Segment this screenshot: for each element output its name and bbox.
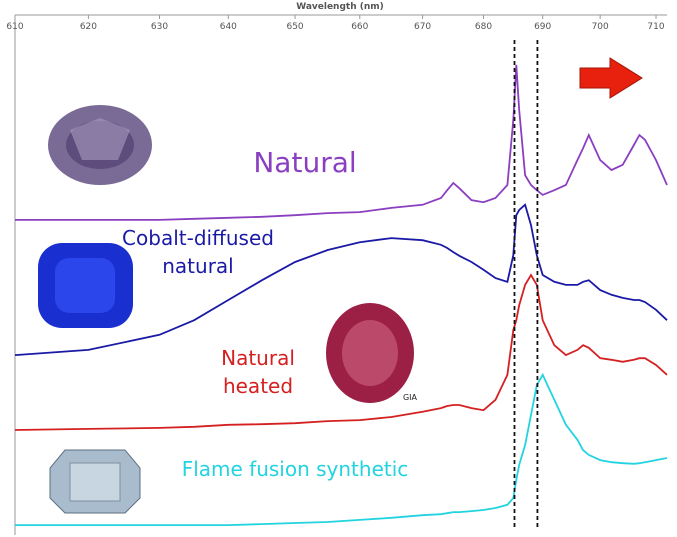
x-axis-label: Wavelength (nm) — [296, 2, 384, 12]
spectrum-line — [14, 203, 668, 356]
arrow — [579, 57, 643, 99]
gem-purple — [48, 105, 152, 185]
series-label: Natural — [221, 346, 295, 370]
x-tick-label: 650 — [286, 22, 303, 32]
x-tick-label: 620 — [80, 22, 97, 32]
x-tick-label: 640 — [220, 22, 237, 32]
spectrum-line — [15, 64, 668, 221]
series-label: heated — [223, 374, 293, 398]
gem-light-blue — [49, 449, 141, 514]
series-label: Cobalt-diffused — [122, 226, 274, 250]
gem-red — [326, 303, 414, 403]
image-credit: GIA — [403, 393, 418, 402]
x-tick-label: 710 — [647, 22, 664, 32]
x-tick-label: 630 — [151, 22, 168, 32]
series-label: Flame fusion synthetic — [182, 457, 409, 481]
x-tick-label: 610 — [6, 22, 23, 32]
spectrum-line — [15, 372, 668, 526]
gem-blue — [38, 243, 133, 328]
series-label: Natural — [253, 146, 356, 179]
x-tick-label: 660 — [351, 22, 368, 32]
x-tick-label: 700 — [592, 22, 609, 32]
series-label: natural — [162, 254, 233, 278]
x-tick-label: 680 — [475, 22, 492, 32]
x-tick-label: 670 — [414, 22, 431, 32]
x-tick-label: 690 — [534, 22, 551, 32]
spectrum-line — [14, 273, 668, 431]
